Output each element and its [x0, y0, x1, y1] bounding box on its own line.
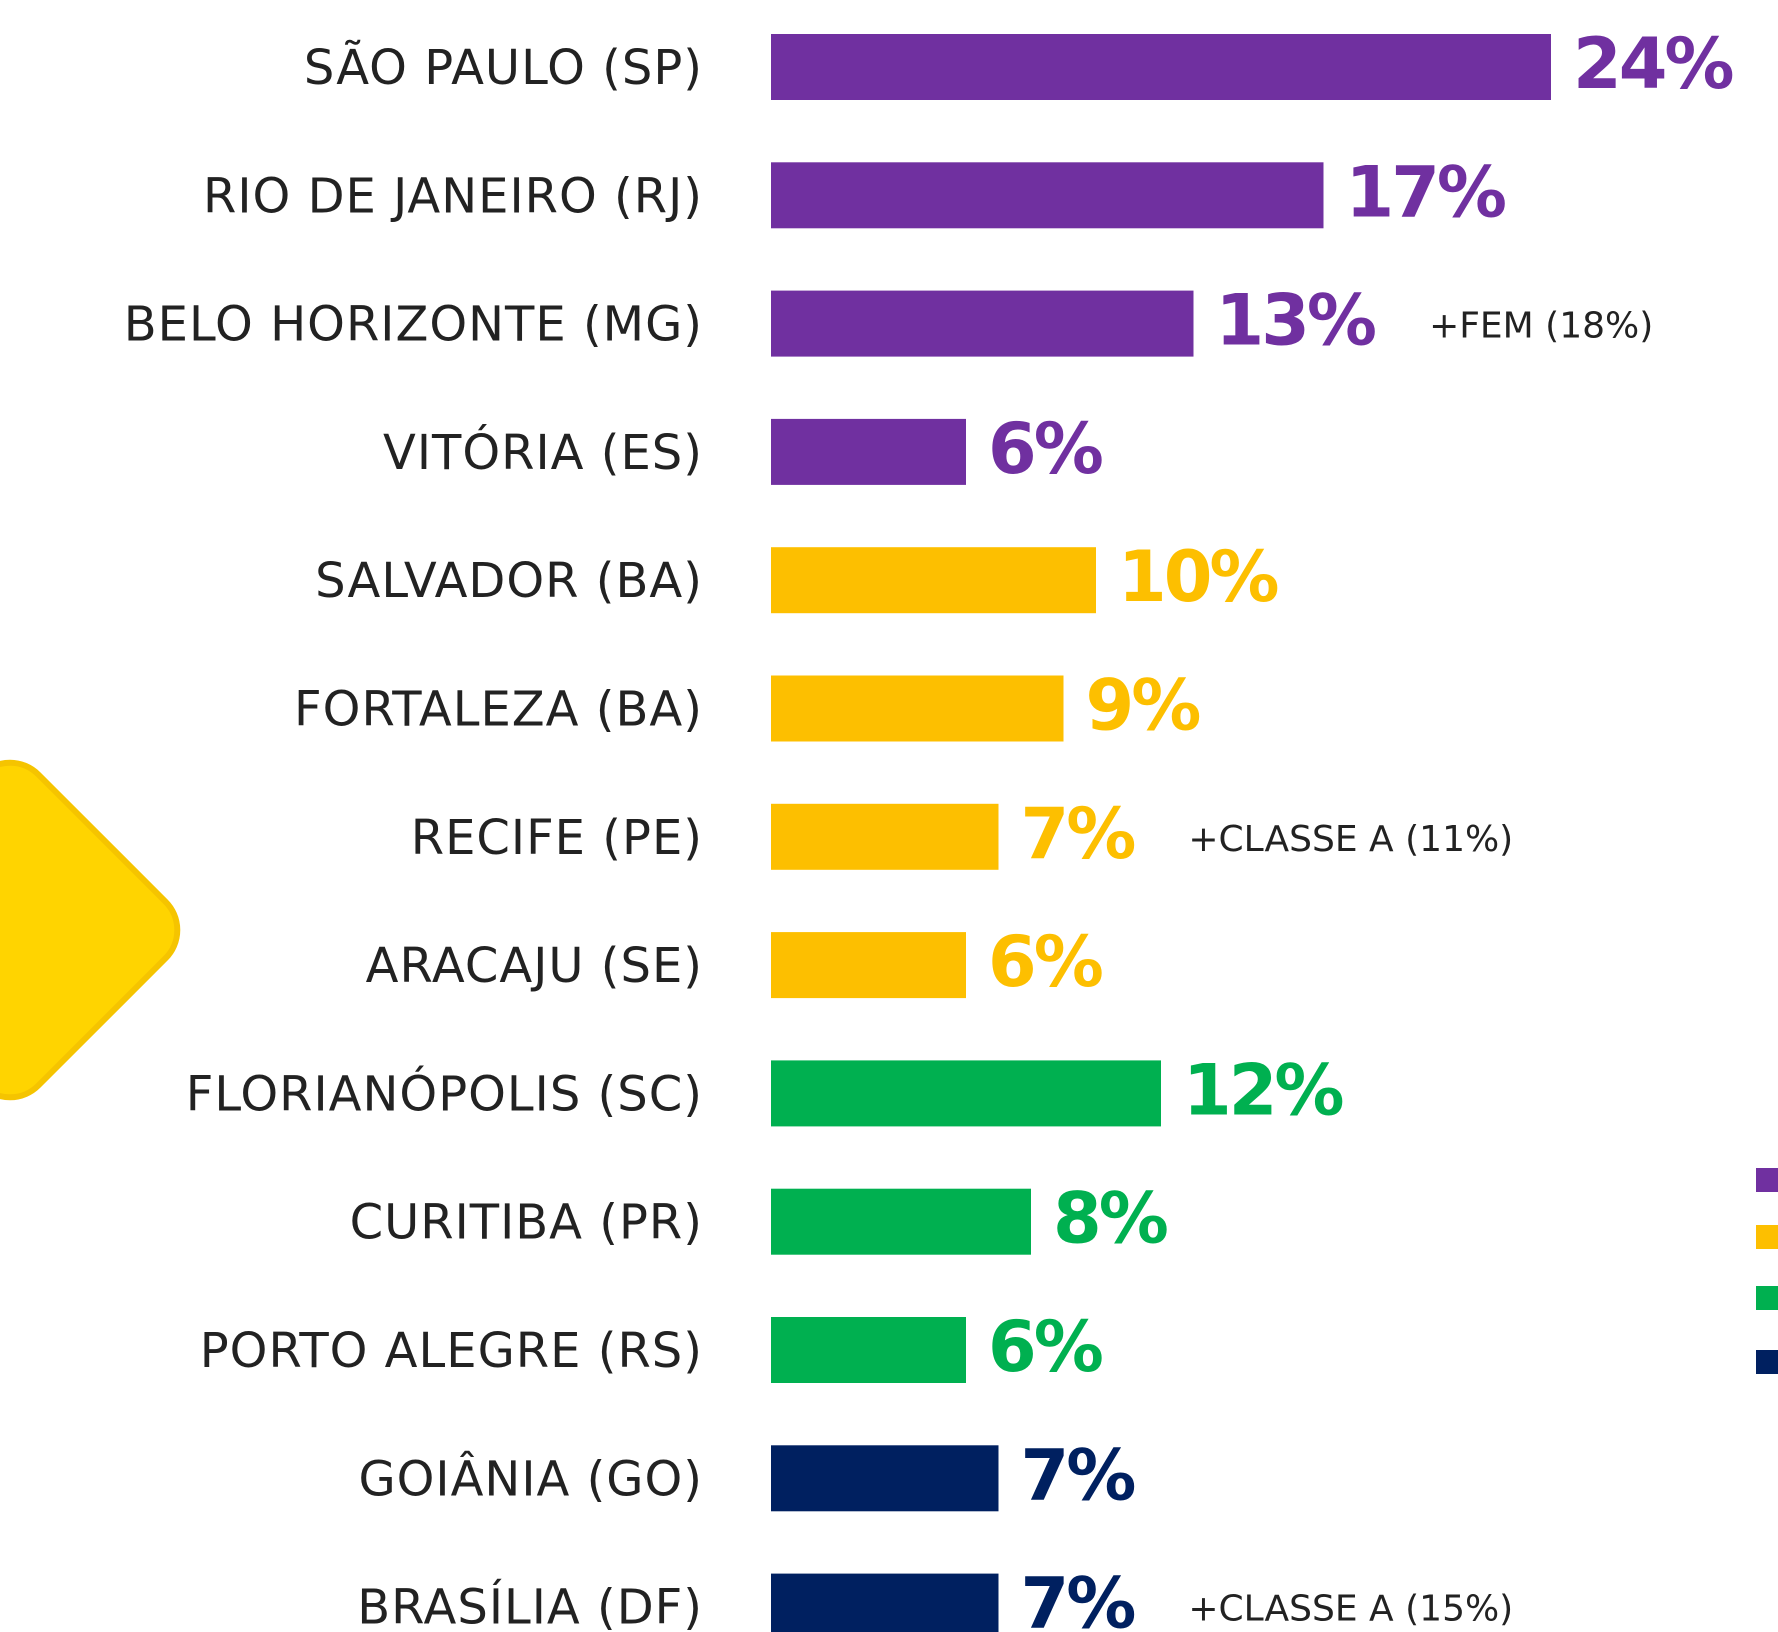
decoration: [0, 759, 1778, 1374]
category-label: PORTO ALEGRE (RS): [200, 1323, 703, 1379]
bar: [771, 418, 966, 485]
category-label: RECIFE (PE): [411, 810, 703, 866]
value-label: 7%: [1021, 1434, 1135, 1516]
value-label: 6%: [988, 408, 1102, 490]
legend-swatch: [1756, 1225, 1778, 1249]
bar: [771, 34, 1551, 100]
value-label: 24%: [1573, 23, 1732, 105]
category-label: FLORIANÓPOLIS (SC): [186, 1065, 703, 1122]
category-label: VITÓRIA (ES): [383, 424, 703, 481]
value-label: 9%: [1086, 665, 1200, 747]
sign: [0, 759, 181, 1101]
value-label: 8%: [1053, 1178, 1167, 1260]
bar: [771, 1317, 966, 1383]
legend-swatch: [1756, 1286, 1778, 1310]
annotation: +FEM (18%): [1429, 306, 1653, 347]
bar: [771, 1573, 999, 1632]
value-label: 7%: [1021, 793, 1135, 875]
category-label: BRASÍLIA (DF): [357, 1579, 703, 1632]
bar: [771, 290, 1194, 357]
value-label: 13%: [1216, 280, 1375, 362]
category-label: FORTALEZA (BA): [294, 682, 703, 738]
bar: [771, 162, 1324, 229]
value-label: 10%: [1118, 536, 1277, 618]
bar: [771, 1188, 1031, 1255]
bar: [771, 1445, 999, 1512]
bar: [771, 932, 966, 999]
value-label: 6%: [988, 1306, 1102, 1388]
value-label: 7%: [1021, 1563, 1135, 1632]
category-label: CURITIBA (PR): [350, 1195, 703, 1251]
category-label: ARACAJU (SE): [366, 938, 703, 994]
category-label: RIO DE JANEIRO (RJ): [203, 168, 703, 224]
category-label: BELO HORIZONTE (MG): [124, 297, 703, 353]
annotation: +CLASSE A (15%): [1188, 1589, 1513, 1630]
value-label: 12%: [1183, 1049, 1342, 1131]
value-label: 17%: [1346, 151, 1505, 233]
bar: [771, 547, 1096, 614]
category-label: SÃO PAULO (SP): [304, 40, 703, 96]
annotation: +CLASSE A (11%): [1188, 819, 1513, 860]
value-label: 6%: [988, 921, 1102, 1003]
bar: [771, 675, 1064, 742]
bar: [771, 1060, 1161, 1127]
legend-swatch: [1756, 1168, 1778, 1192]
bar: [771, 803, 999, 870]
legend-swatch: [1756, 1350, 1778, 1374]
category-label: GOIÂNIA (GO): [358, 1450, 703, 1507]
category-label: SALVADOR (BA): [315, 553, 703, 609]
